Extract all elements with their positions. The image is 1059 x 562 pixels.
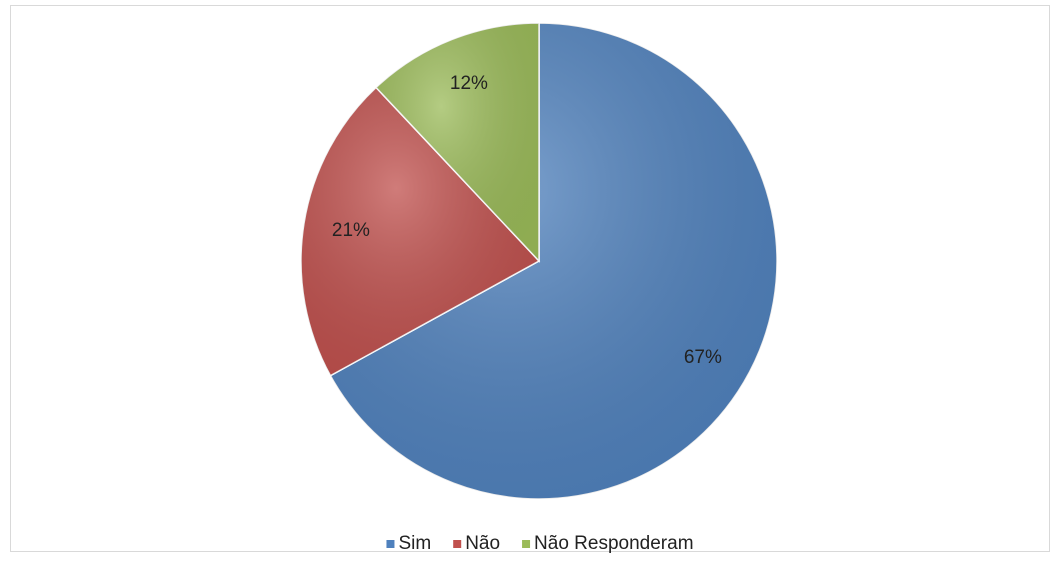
data-label: 67% (684, 347, 722, 368)
data-label: 21% (332, 220, 370, 241)
legend-label: Não (465, 533, 500, 554)
data-label: 12% (450, 73, 488, 94)
legend-swatch (522, 540, 531, 548)
legend-swatch (453, 540, 462, 548)
legend-label: Sim (398, 533, 431, 554)
legend-swatch (386, 540, 395, 548)
legend-label: Não Responderam (534, 533, 693, 554)
